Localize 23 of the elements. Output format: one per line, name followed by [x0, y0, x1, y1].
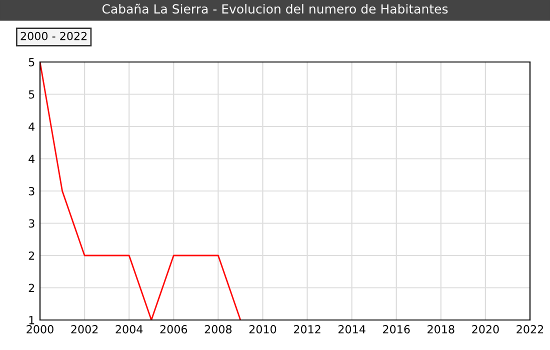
y-tick-label: 2: [28, 251, 34, 260]
y-tick-label: 3: [28, 219, 34, 228]
y-tick-label: 2: [28, 284, 34, 292]
x-tick-label: 2020: [472, 325, 499, 334]
y-tick-label: 5: [28, 58, 34, 66]
x-tick-label: 2014: [338, 325, 366, 334]
x-tick-label: 2008: [204, 325, 232, 334]
x-tick-label: 2016: [383, 325, 410, 334]
y-tick-label: 4: [28, 154, 35, 163]
chart-title: Cabaña La Sierra - Evolucion del numero de Habitantes: [102, 4, 448, 14]
x-tick-label: 2010: [249, 325, 276, 334]
y-tick-label: 5: [28, 90, 34, 99]
y-tick-label: 1: [29, 316, 34, 324]
y-tick-label: 4: [28, 122, 35, 131]
x-tick-label: 2006: [160, 325, 188, 334]
x-tick-label: 2002: [71, 325, 98, 334]
y-tick-label: 3: [28, 186, 34, 196]
x-tick-label: 2012: [294, 325, 320, 334]
text: 2000 - 2022: [20, 32, 87, 40]
x-tick-label: 2004: [116, 325, 143, 334]
x-tick-label: 2022: [516, 325, 544, 334]
x-tick-label: 2000: [26, 325, 54, 334]
x-tick-label: 2018: [428, 325, 454, 334]
